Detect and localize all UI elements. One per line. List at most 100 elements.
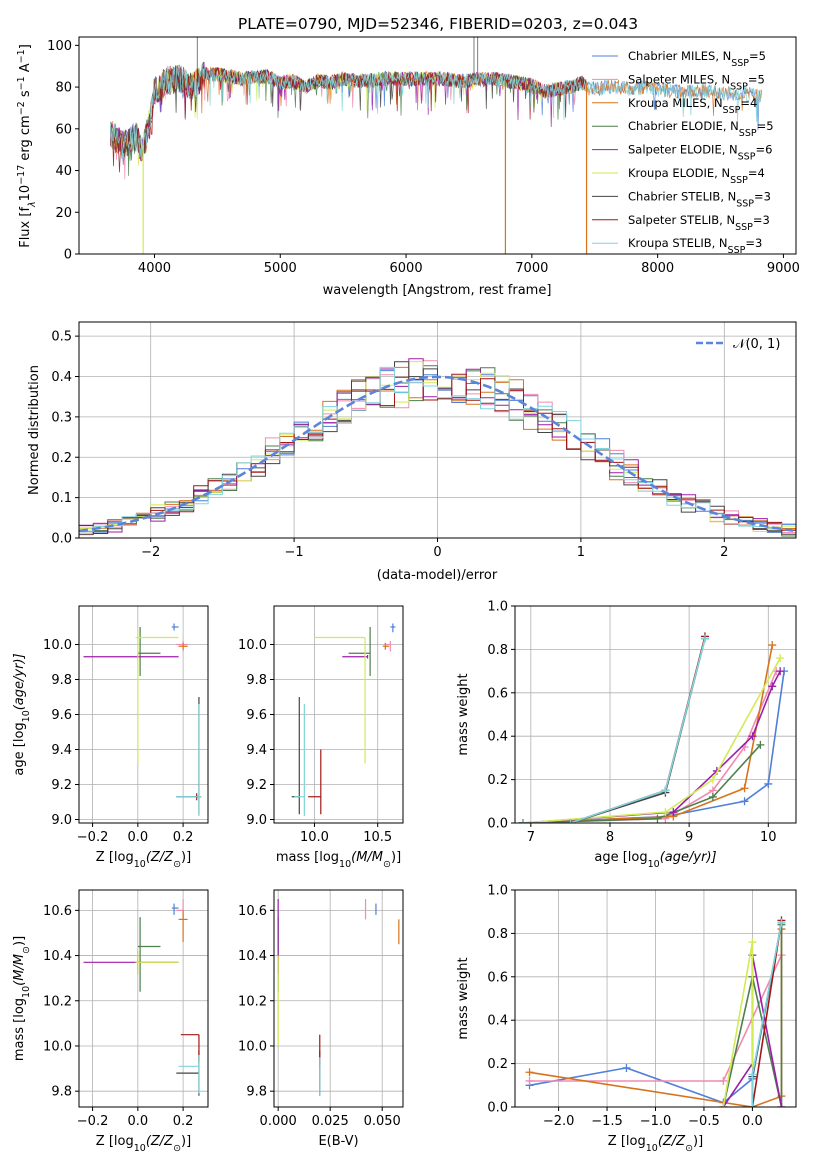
weight-marker	[708, 775, 717, 784]
errorbar-point	[180, 1034, 200, 1062]
ticks: 4000 5000 6000 7000 8000 9000 0 20 40 60 80 100	[47, 39, 800, 276]
mass-vs-ebv-panel: 0.000 0.025 0.050 9.8 10.0 10.2 10.4 10.6 E(B-V)	[238, 889, 404, 1149]
errorbar-point	[342, 655, 369, 659]
x-tick-label: 0	[433, 545, 441, 560]
y-tick-label: 9.6	[51, 708, 72, 723]
axes-frame	[78, 605, 209, 824]
y-axis-label: age [log10(age/yr)]	[12, 653, 32, 775]
spectrum-panel: 4000 5000 6000 7000 8000 9000 0 20 40 60 80 100 Chab…	[16, 36, 800, 298]
y-tick-label: 1.0	[487, 600, 508, 615]
x-tick-label: 4000	[138, 261, 171, 276]
y-tick-label: 1.0	[487, 884, 508, 899]
x-axis-label: (data-model)/error	[377, 568, 498, 583]
age-vs-metallicity-panel: −0.2 0.0 0.2 9.0 9.2 9.4 9.6 9.8 10.0 Z [log10(Z/…	[12, 605, 209, 870]
axes-frame	[514, 889, 797, 1108]
ticks: −2 −1 0 1 2 0.0 0.1 0.2 0.3 0.4 0.5	[51, 330, 728, 560]
mass-weight-vs-age-panel: 7 8 9 10 0.0 0.2 0.4 0.6 0.8 1.0 age [log10(age/yr…	[456, 600, 797, 870]
weight-marker	[748, 1070, 757, 1079]
x-tick-label: −1.0	[640, 1114, 672, 1129]
errorbar-point	[382, 642, 390, 650]
weight-series	[722, 924, 783, 1107]
x-tick-label: −0.2	[77, 830, 109, 845]
weight-series	[522, 670, 781, 823]
histogram-series	[79, 366, 796, 532]
y-tick-label: 10.6	[238, 904, 267, 919]
axes-frame	[273, 889, 404, 1108]
x-tick-label: −1	[285, 545, 304, 560]
residual-histogram-panel: −2 −1 0 1 2 0.0 0.1 0.2 0.3 0.4 0.5 𝒩(0, 1) (data-mo…	[27, 321, 797, 583]
y-tick-label: 10.2	[43, 994, 72, 1009]
y-tick-label: 9.4	[51, 743, 72, 758]
y-tick-label: 0.5	[51, 330, 72, 345]
weight-series	[522, 670, 777, 823]
weight-marker	[740, 797, 749, 806]
y-tick-label: 0.6	[487, 686, 508, 701]
x-tick-label: 0.0	[127, 830, 148, 845]
y-tick-label: 0.2	[487, 773, 508, 788]
legend-label: Salpeter STELIB, NSSP=3	[628, 213, 770, 233]
legend-label: Salpeter ELODIE, NSSP=6	[628, 143, 772, 163]
weight-marker	[748, 938, 757, 947]
y-tick-label: 10.2	[238, 994, 267, 1009]
spectrum-line	[110, 65, 587, 173]
weight-marker	[525, 1076, 534, 1085]
errorbar-point	[178, 910, 188, 942]
errorbar-point	[294, 704, 305, 816]
weight-marker	[661, 786, 670, 795]
ticks: −2.0 −1.5 −1.0 −0.5 0.0 0.0 0.2 0.4 0.6 0.8 1.0	[487, 884, 762, 1130]
weight-marker	[777, 918, 786, 927]
x-axis-label: age [log10(age/yr)]	[594, 850, 716, 870]
y-axis-label: Normed distribution	[27, 365, 42, 495]
x-tick-label: 2	[720, 545, 728, 560]
errorbar-point	[178, 642, 188, 650]
y-tick-label: 9.2	[246, 778, 267, 793]
y-tick-label: 10.0	[238, 1039, 267, 1054]
y-tick-label: 0.2	[51, 451, 72, 466]
legend-label: Kroupa MILES, NSSP=4	[628, 96, 757, 116]
errorbar-point	[176, 1050, 200, 1096]
weight-marker	[661, 808, 670, 817]
grid	[274, 606, 403, 823]
x-tick-label: 5000	[264, 261, 297, 276]
y-tick-label: 0.1	[51, 491, 72, 506]
y-tick-label: 9.0	[246, 813, 267, 828]
y-tick-label: 0.4	[51, 370, 72, 385]
legend-label: Chabrier STELIB, NSSP=3	[628, 189, 771, 209]
x-tick-label: 0.0	[742, 1114, 763, 1129]
axes-frame	[514, 605, 797, 824]
x-axis-label: Z [log10(Z/Z⊙)]	[608, 1134, 703, 1154]
y-tick-label: 9.8	[51, 673, 72, 688]
y-axis-label: mass weight	[456, 957, 471, 1039]
errorbar-point	[176, 899, 184, 920]
weight-marker	[719, 1076, 728, 1085]
legend: Chabrier MILES, NSSP=5 Salpeter MILES, NS…	[592, 49, 774, 256]
ticks: −0.2 0.0 0.2 9.8 10.0 10.2 10.4 10.6	[43, 904, 193, 1129]
axes-frame	[273, 605, 404, 824]
x-axis-label: Z [log10(Z/Z⊙)]	[96, 1134, 191, 1154]
y-tick-label: 10.0	[43, 638, 72, 653]
weight-marker	[756, 740, 765, 749]
y-tick-label: 0	[64, 248, 72, 263]
x-axis-label: Z [log10(Z/Z⊙)]	[96, 850, 191, 870]
x-tick-label: 10.5	[363, 830, 392, 845]
x-tick-label: 1	[577, 545, 585, 560]
errorbar-point	[137, 627, 161, 676]
y-axis-label: mass [log10(M/M⊙)]	[12, 936, 32, 1061]
x-tick-label: −0.5	[688, 1114, 720, 1129]
y-tick-label: 10.4	[238, 949, 267, 964]
x-tick-label: 0.025	[312, 1114, 349, 1129]
y-tick-label: 60	[55, 122, 72, 137]
weight-series	[522, 638, 706, 823]
weight-marker	[566, 819, 575, 823]
y-tick-label: 20	[55, 206, 72, 221]
weight-marker	[669, 808, 678, 817]
y-tick-label: 9.2	[51, 778, 72, 793]
axes-frame	[78, 889, 209, 1108]
errorbar-point	[178, 1055, 200, 1094]
y-tick-label: 0.6	[487, 970, 508, 985]
y-tick-label: 40	[55, 164, 72, 179]
legend-label: Chabrier ELODIE, NSSP=5	[628, 119, 774, 139]
errorbar-point	[135, 951, 179, 974]
plot-area	[525, 916, 786, 1107]
